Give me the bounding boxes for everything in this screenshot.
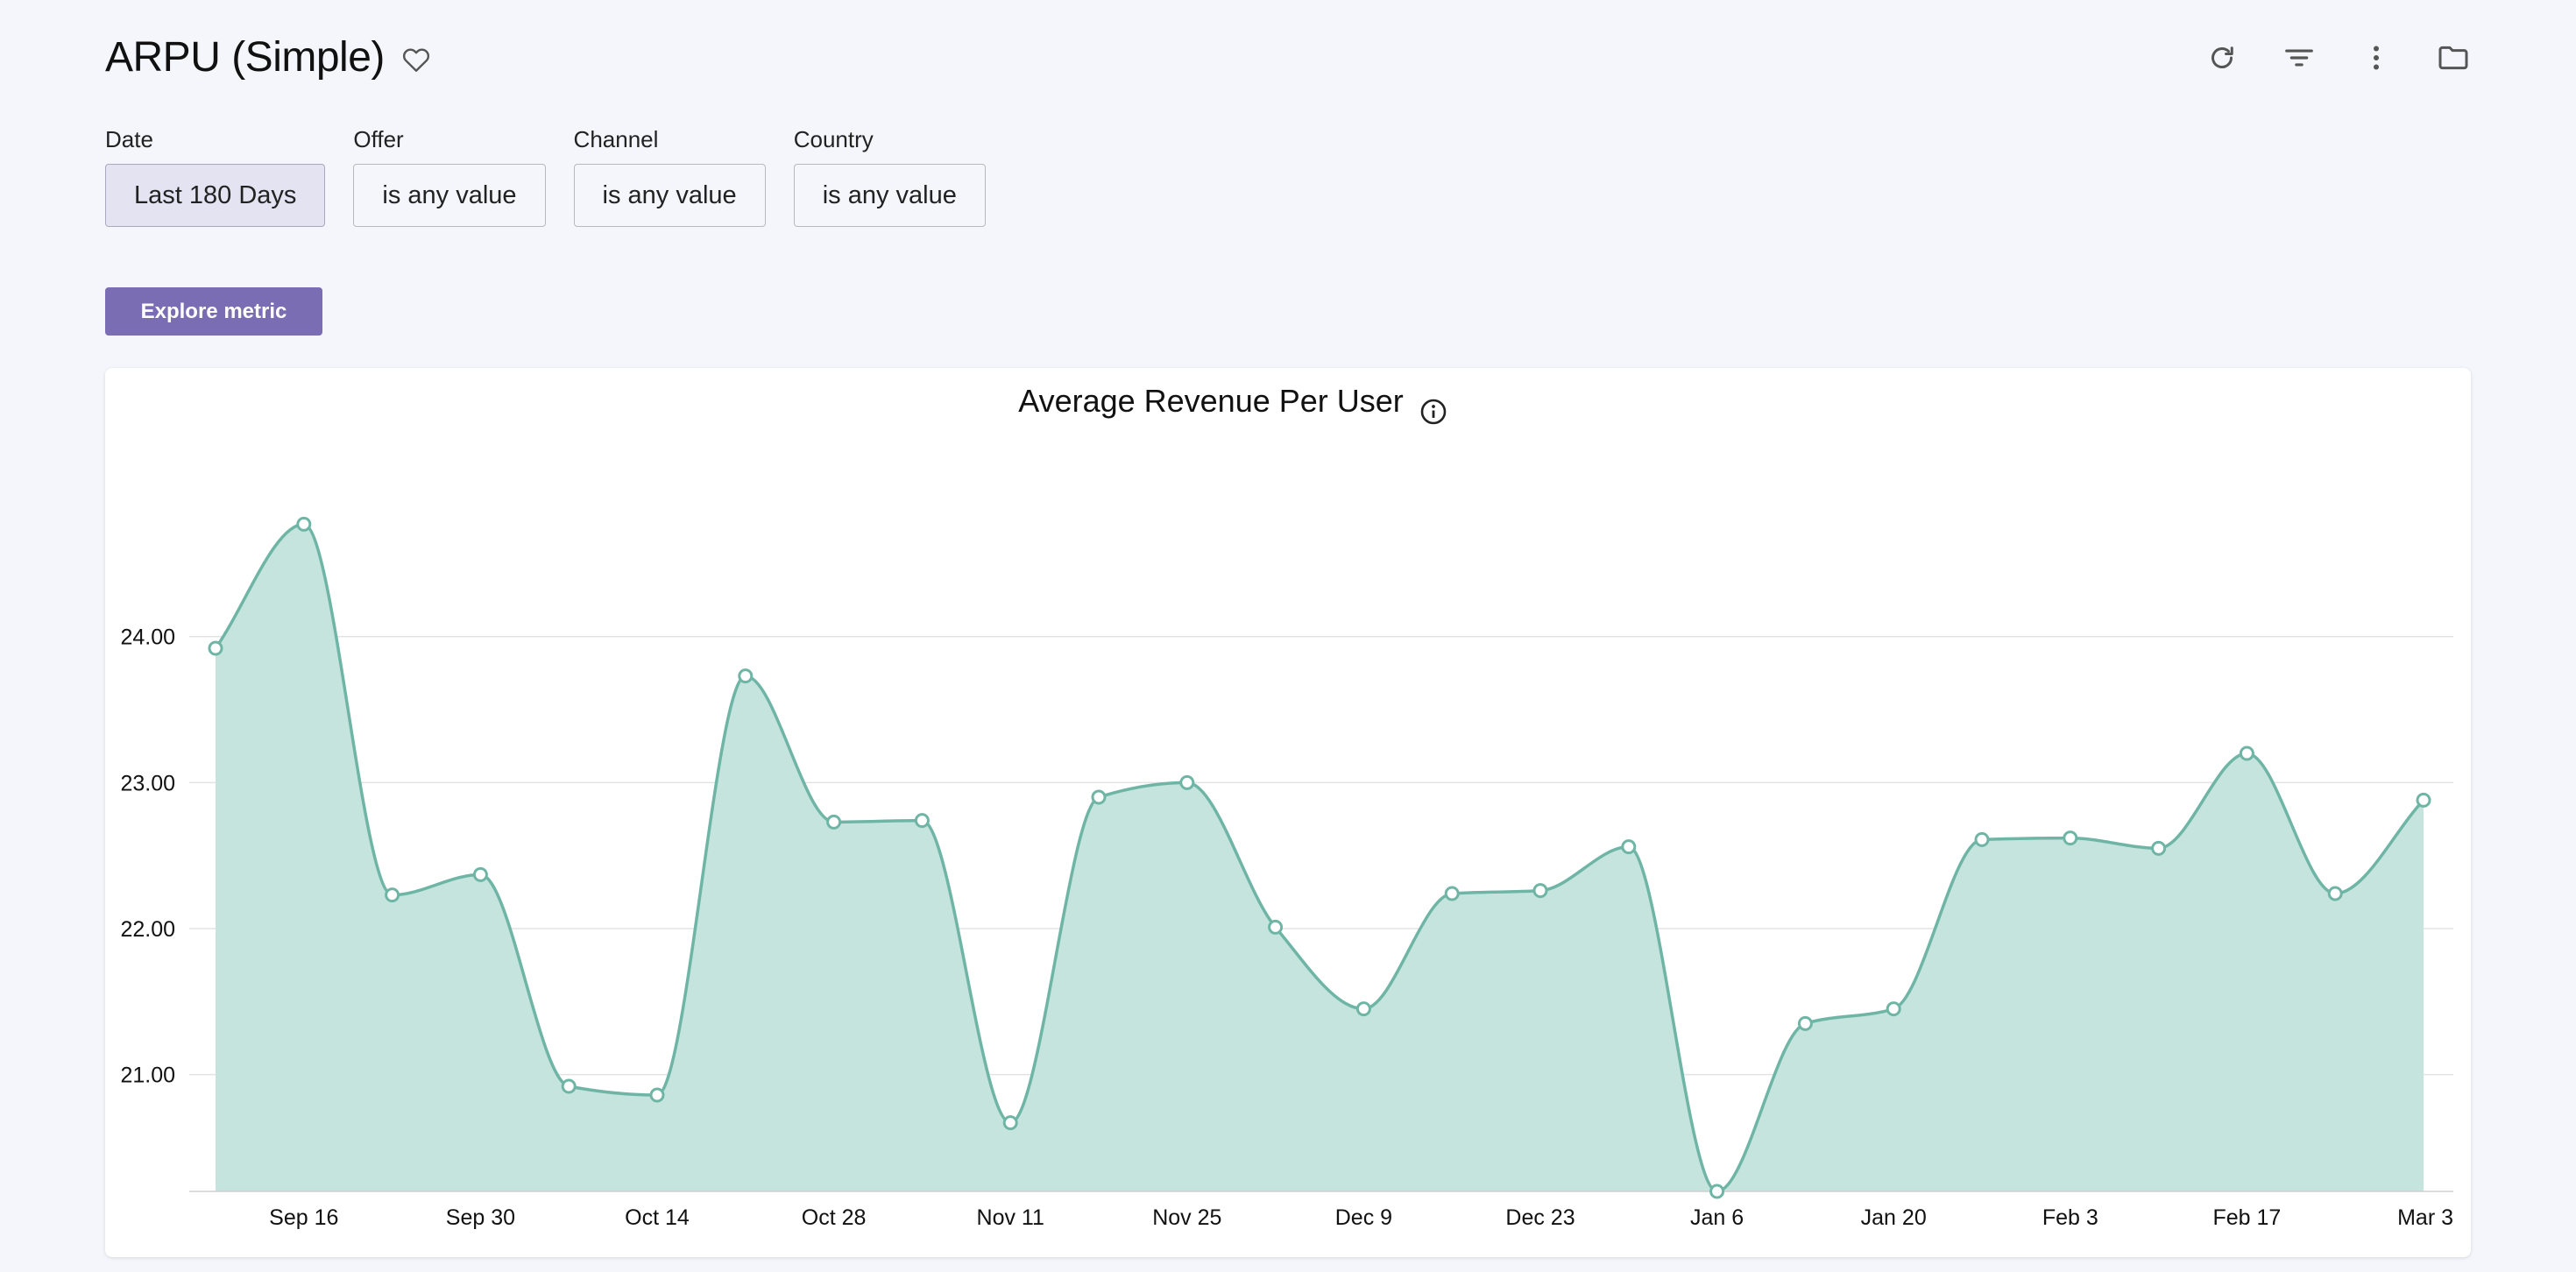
data-point[interactable]	[738, 668, 754, 684]
filter-offer-button[interactable]: is any value	[353, 164, 546, 227]
data-point[interactable]	[1886, 1001, 1901, 1017]
folder-button[interactable]	[2434, 39, 2473, 77]
data-point[interactable]	[1002, 1115, 1018, 1131]
filter-channel-button[interactable]: is any value	[573, 164, 766, 227]
explore-metric-button[interactable]: Explore metric	[105, 287, 322, 336]
data-point[interactable]	[914, 813, 930, 829]
data-point[interactable]	[826, 814, 842, 830]
data-point[interactable]	[208, 640, 223, 656]
filter-date-button[interactable]: Last 180 Days	[105, 164, 326, 227]
x-tick-label: Oct 14	[625, 1205, 690, 1230]
filter-channel-label: Channel	[573, 126, 659, 152]
data-point[interactable]	[1268, 919, 1284, 935]
info-icon[interactable]	[1420, 399, 1447, 425]
title-row: ARPU (Simple)	[105, 33, 432, 81]
data-point[interactable]	[1797, 1015, 1813, 1031]
more-vertical-icon	[2374, 46, 2379, 70]
filter-country-label: Country	[793, 126, 874, 152]
y-tick-label: 23.00	[120, 771, 175, 795]
filter-offer: Offer is any value	[353, 126, 546, 227]
page-title: ARPU (Simple)	[105, 34, 385, 81]
data-point[interactable]	[1091, 789, 1107, 805]
heart-icon[interactable]	[400, 44, 432, 75]
data-point[interactable]	[2327, 886, 2343, 901]
data-point[interactable]	[649, 1087, 665, 1103]
x-tick-label: Dec 23	[1505, 1205, 1575, 1230]
x-tick-label: Feb 17	[2212, 1205, 2281, 1230]
filter-country: Country is any value	[793, 126, 986, 227]
data-point[interactable]	[1179, 774, 1195, 790]
data-point[interactable]	[472, 866, 488, 882]
more-options-button[interactable]	[2357, 39, 2396, 77]
data-point[interactable]	[296, 516, 312, 532]
data-point[interactable]	[2063, 830, 2078, 846]
data-point[interactable]	[561, 1078, 577, 1094]
y-tick-label: 21.00	[120, 1064, 175, 1088]
data-point[interactable]	[1621, 839, 1637, 855]
x-tick-label: Dec 9	[1335, 1205, 1392, 1230]
y-tick-label: 22.00	[120, 917, 175, 942]
points-layer	[208, 516, 2431, 1199]
data-point[interactable]	[2151, 840, 2167, 856]
x-tick-label: Jan 6	[1690, 1205, 1744, 1230]
data-point[interactable]	[2239, 746, 2254, 761]
filter-bar: Date Last 180 Days Offer is any value Ch…	[105, 126, 986, 227]
x-tick-label: Feb 3	[2042, 1205, 2098, 1230]
x-ticks-layer: Sep 16 Sep 30 Oct 14 Oct 28 Nov 11 Nov 25 Dec …	[269, 1205, 2453, 1230]
filter-channel: Channel is any value	[573, 126, 766, 227]
y-ticks-layer: 21.00 22.00 23.00 24.00	[120, 625, 175, 1088]
toolbar	[2203, 39, 2473, 77]
x-tick-label: Nov 25	[1152, 1205, 1221, 1230]
refresh-icon	[2212, 46, 2233, 68]
filter-date-label: Date	[105, 126, 153, 152]
data-point[interactable]	[2416, 792, 2431, 808]
data-point[interactable]	[385, 887, 400, 903]
filter-country-button[interactable]: is any value	[793, 164, 986, 227]
arpu-area-chart: 21.00 22.00 23.00 24.00 Sep 16 Sep 30 Oct 14 O…	[120, 383, 2453, 1230]
chart-title: Average Revenue Per User	[1018, 383, 1404, 419]
chart-card: 21.00 22.00 23.00 24.00 Sep 16 Sep 30 Oct 14 O…	[105, 368, 2471, 1257]
x-tick-label: Nov 11	[977, 1205, 1044, 1230]
data-point[interactable]	[1709, 1184, 1725, 1199]
data-point[interactable]	[1532, 883, 1548, 899]
filter-button[interactable]	[2280, 39, 2318, 77]
refresh-button[interactable]	[2203, 39, 2241, 77]
series-area-fill	[216, 524, 2424, 1191]
filter-icon	[2285, 49, 2313, 67]
x-tick-label: Oct 28	[802, 1205, 867, 1230]
y-tick-label: 24.00	[120, 625, 175, 650]
filter-date: Date Last 180 Days	[105, 126, 326, 227]
series-line	[214, 522, 2425, 1193]
data-point[interactable]	[1355, 1001, 1371, 1017]
data-point[interactable]	[1444, 886, 1460, 901]
x-tick-label: Sep 30	[446, 1205, 515, 1230]
filter-offer-label: Offer	[353, 126, 404, 152]
x-tick-label: Jan 20	[1861, 1205, 1927, 1230]
x-tick-label: Sep 16	[269, 1205, 338, 1230]
data-point[interactable]	[1974, 831, 1990, 847]
x-tick-label: Mar 3	[2397, 1205, 2453, 1230]
folder-icon	[2438, 46, 2468, 70]
